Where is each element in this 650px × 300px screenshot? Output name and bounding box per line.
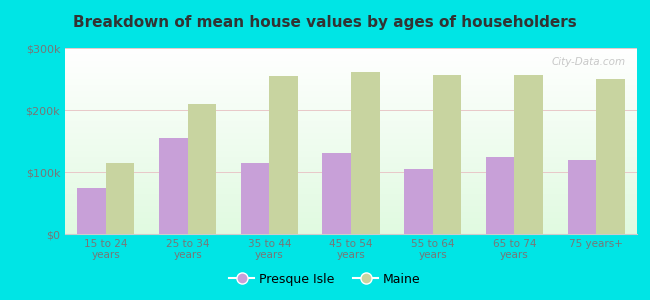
Bar xyxy=(159,138,188,234)
Bar xyxy=(433,75,462,234)
Bar xyxy=(596,79,625,234)
Bar xyxy=(77,188,106,234)
Bar xyxy=(269,76,298,234)
Bar xyxy=(514,75,543,234)
Bar xyxy=(567,160,596,234)
Bar xyxy=(486,157,514,234)
Legend: Presque Isle, Maine: Presque Isle, Maine xyxy=(224,268,426,291)
Bar xyxy=(188,104,216,234)
Text: City-Data.com: City-Data.com xyxy=(551,57,625,67)
Bar xyxy=(322,153,351,234)
Bar xyxy=(404,169,433,234)
Bar xyxy=(351,72,380,234)
Bar xyxy=(240,163,269,234)
Bar xyxy=(106,163,135,234)
Text: Breakdown of mean house values by ages of householders: Breakdown of mean house values by ages o… xyxy=(73,15,577,30)
